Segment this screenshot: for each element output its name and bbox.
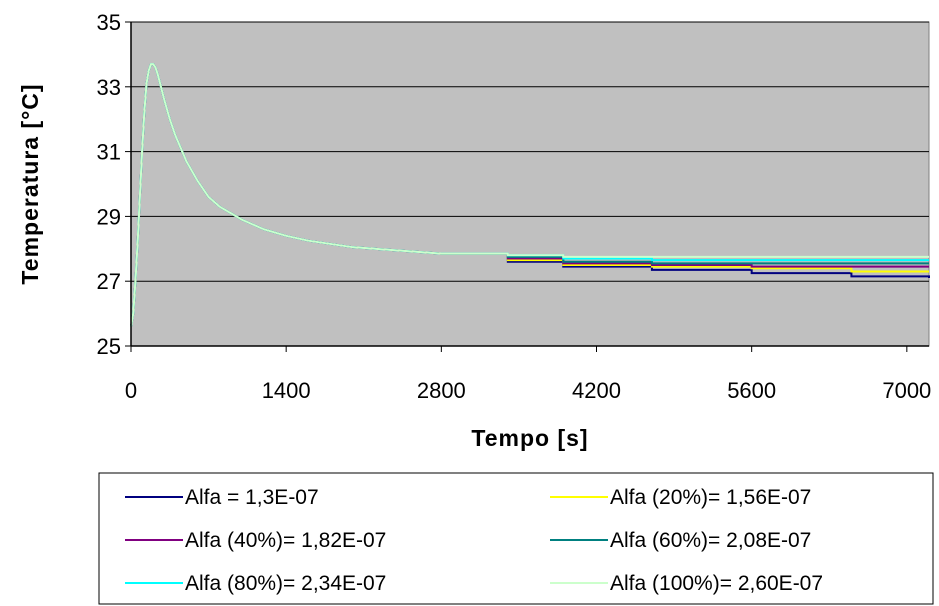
legend-box (98, 472, 934, 605)
legend: Alfa = 1,3E-07 Alfa (20%)= 1,56E-07 Alfa (… (125, 486, 823, 595)
x-tick-labels: 0 1400 2800 4200 5600 7000 (125, 346, 931, 403)
y-tick-label: 29 (97, 204, 121, 229)
y-tick-labels: 35 33 31 29 27 25 (97, 10, 131, 359)
x-tick-label: 5600 (727, 378, 776, 403)
x-axis-title: Tempo [s] (471, 425, 588, 451)
plot-area (130, 21, 930, 347)
legend-label: Alfa (80%)= 2,34E-07 (185, 572, 386, 595)
y-tick-label: 35 (97, 10, 121, 35)
legend-label: Alfa (60%)= 2,08E-07 (610, 529, 811, 552)
legend-label: Alfa (20%)= 1,56E-07 (610, 486, 811, 509)
series-lines (130, 63, 930, 327)
x-tick-label: 4200 (572, 378, 621, 403)
legend-label: Alfa (100%)= 2,60E-07 (610, 572, 823, 595)
gridlines (131, 21, 929, 282)
x-tick-label: 1400 (262, 378, 311, 403)
legend-label: Alfa = 1,3E-07 (185, 486, 319, 509)
y-tick-label: 25 (97, 334, 121, 359)
y-tick-label: 31 (97, 140, 121, 165)
y-tick-label: 27 (97, 269, 121, 294)
y-axis-title: Temperatura [°C] (17, 83, 43, 284)
x-tick-label: 2800 (417, 378, 466, 403)
legend-label: Alfa (40%)= 1,82E-07 (185, 529, 386, 552)
y-tick-label: 33 (97, 75, 121, 100)
x-tick-label: 7000 (882, 378, 931, 403)
series-line-6 (130, 63, 929, 327)
x-tick-label: 0 (125, 378, 137, 403)
